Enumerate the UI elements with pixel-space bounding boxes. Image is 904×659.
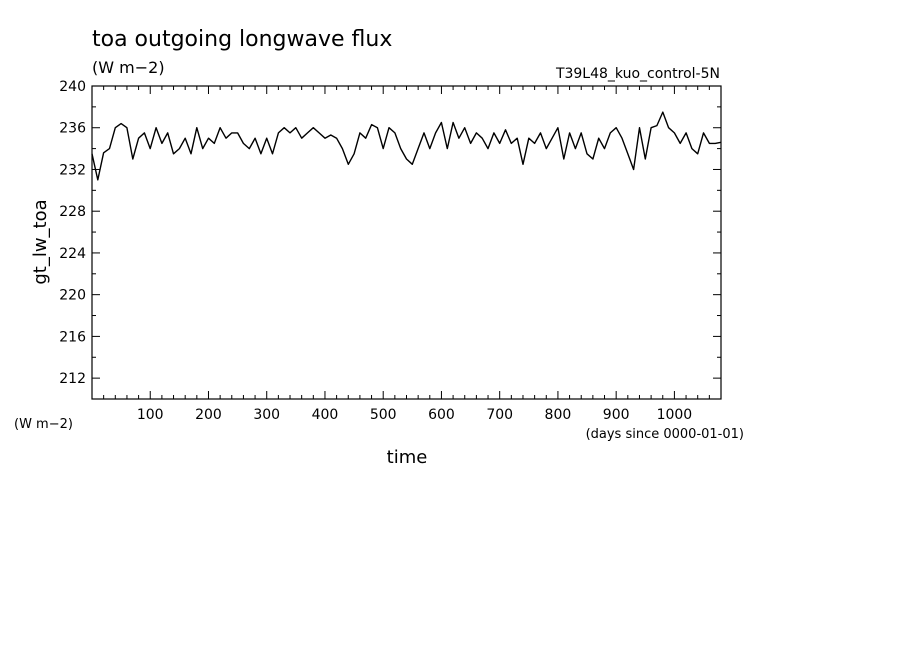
x-tick-label: 800: [545, 407, 572, 423]
x-tick-label: 900: [603, 407, 630, 423]
plot-frame: [91, 85, 722, 400]
x-tick-label: 1000: [657, 407, 693, 423]
run-label: T39L48_kuo_control-5N: [555, 66, 720, 82]
y-tick-label: 240: [59, 79, 86, 95]
chart-subtitle: (W m−2): [92, 58, 165, 77]
plot-area: 100 200 300 400 500 600 700 800 900 1000 212 216 220…: [59, 79, 722, 423]
y-tick-label: 232: [59, 162, 86, 178]
x-axis-units: (days since 0000-01-01): [586, 427, 744, 442]
y-tick-label: 228: [59, 204, 86, 220]
x-tick-label: 400: [312, 407, 339, 423]
y-tick-label: 212: [59, 371, 86, 387]
x-tick-label: 200: [195, 407, 222, 423]
series-line-0: [91, 111, 722, 181]
y-tick-label: 220: [59, 288, 86, 304]
y-axis-units: (W m−2): [14, 417, 73, 432]
x-tick-label: 600: [428, 407, 455, 423]
x-tick-label: 500: [370, 407, 397, 423]
x-tick-label: 100: [137, 407, 164, 423]
chart-title: toa outgoing longwave flux: [92, 27, 392, 52]
axis-ticks: [92, 86, 721, 399]
x-axis-title: time: [387, 447, 428, 468]
y-tick-label: 224: [59, 246, 86, 262]
x-tick-label: 700: [486, 407, 513, 423]
tick-labels: 100 200 300 400 500 600 700 800 900 1000 212 216 220…: [59, 79, 692, 423]
y-tick-label: 236: [59, 121, 86, 137]
series-layer: [91, 111, 722, 181]
x-tick-label: 300: [253, 407, 280, 423]
y-axis-title: gt_lw_toa: [30, 199, 51, 284]
y-tick-label: 216: [59, 329, 86, 345]
